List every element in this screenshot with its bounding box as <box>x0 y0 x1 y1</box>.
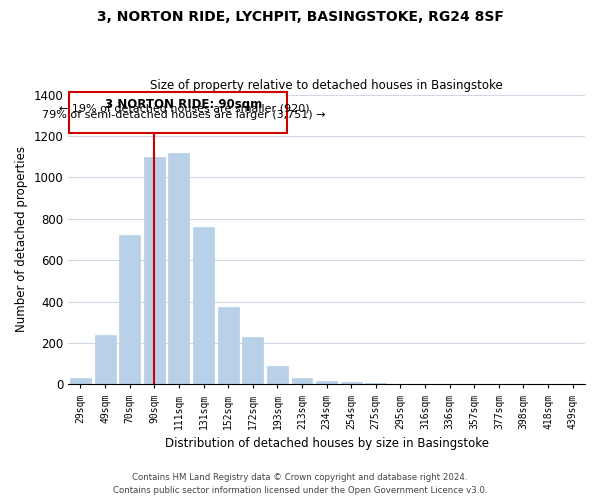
Bar <box>218 307 239 384</box>
Bar <box>70 92 287 133</box>
X-axis label: Distribution of detached houses by size in Basingstoke: Distribution of detached houses by size … <box>164 437 488 450</box>
Bar <box>341 382 362 384</box>
Text: Contains HM Land Registry data © Crown copyright and database right 2024.
Contai: Contains HM Land Registry data © Crown c… <box>113 474 487 495</box>
Y-axis label: Number of detached properties: Number of detached properties <box>15 146 28 332</box>
Title: Size of property relative to detached houses in Basingstoke: Size of property relative to detached ho… <box>150 79 503 92</box>
Text: 3, NORTON RIDE, LYCHPIT, BASINGSTOKE, RG24 8SF: 3, NORTON RIDE, LYCHPIT, BASINGSTOKE, RG… <box>97 10 503 24</box>
Bar <box>119 236 140 384</box>
Bar <box>193 227 214 384</box>
Text: ← 19% of detached houses are smaller (920): ← 19% of detached houses are smaller (92… <box>59 104 309 114</box>
Text: 79% of semi-detached houses are larger (3,751) →: 79% of semi-detached houses are larger (… <box>42 110 326 120</box>
Bar <box>95 334 116 384</box>
Bar <box>316 380 337 384</box>
Bar <box>267 366 288 384</box>
Bar <box>242 337 263 384</box>
Bar <box>169 152 190 384</box>
Text: 3 NORTON RIDE: 90sqm: 3 NORTON RIDE: 90sqm <box>105 98 262 110</box>
Bar <box>144 156 165 384</box>
Bar <box>70 378 91 384</box>
Bar <box>292 378 313 384</box>
